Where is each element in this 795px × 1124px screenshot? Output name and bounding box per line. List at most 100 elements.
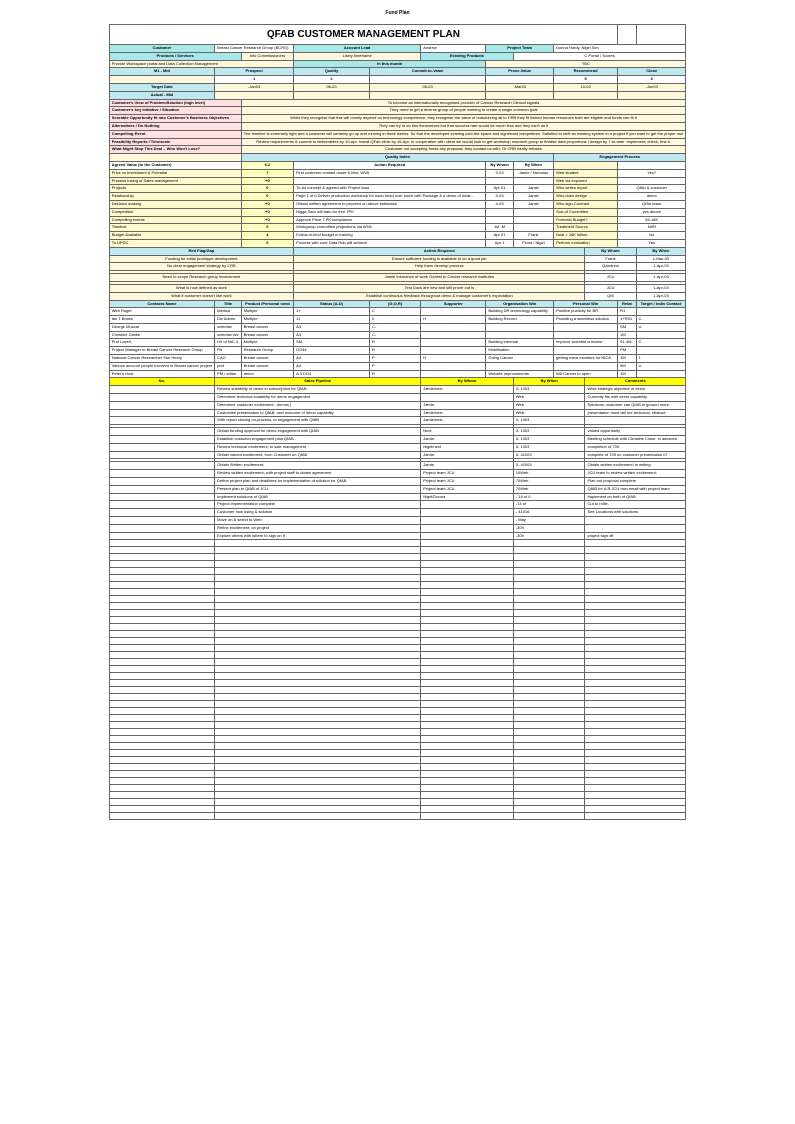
bywhen-hdr: By When <box>636 247 686 255</box>
sp-row-no <box>109 409 214 417</box>
contact-supp <box>421 331 486 339</box>
contact-gor: C <box>369 308 420 316</box>
qi-when: Jamie / Nicholas <box>513 169 553 177</box>
sp-row-no <box>109 517 214 525</box>
empty-row <box>109 764 686 771</box>
qi-item: To UPDC <box>109 239 241 247</box>
qi-action: Follow-in-kind budget in training <box>294 232 486 240</box>
contact-tgt: U <box>636 362 686 370</box>
contacts-col: Target / Indiv Contact <box>636 300 686 308</box>
sp-row-comm: presentation must will me technical, sli… <box>585 409 686 417</box>
sp-row-who: Jamie/next. <box>421 409 514 417</box>
tgt-5: -Jun03 <box>618 83 686 91</box>
qi-when: By When <box>513 161 553 169</box>
qi-action: Process with core Data Hub will achieve <box>294 239 486 247</box>
sp-row-desc: Review suitability of demo in subscripti… <box>215 386 421 394</box>
qi-item: Competition <box>109 208 241 216</box>
empty-row <box>109 547 686 554</box>
sp-row-who: Jamie/next. <box>421 417 514 425</box>
contact-rel: R1 <box>618 308 636 316</box>
strategy-value: Customer not accepting funds any proposa… <box>241 146 686 154</box>
contact-pers: Providing a seamless solution <box>554 316 618 324</box>
tbc: TBC <box>486 60 686 68</box>
contact-need: Breast cancer <box>241 323 293 331</box>
sp-row-when: 3- 1003 <box>513 417 585 425</box>
empty-row <box>109 596 686 603</box>
qi-eng2: No <box>618 232 686 240</box>
qi-when <box>513 216 553 224</box>
sp-row-no <box>109 386 214 394</box>
qi-score: +0 <box>241 216 293 224</box>
qi-eng2: QfAb team <box>618 200 686 208</box>
sp-row-no <box>109 524 214 532</box>
qi-eng1: Who does design <box>554 193 618 201</box>
qi-action: Page 1 of 6 Deliver production workshop … <box>294 193 486 201</box>
contacts-col: Organisation Win <box>486 300 554 308</box>
contact-supp <box>421 339 486 347</box>
qi-action: To-do concept & agreed with Project lead <box>294 185 486 193</box>
rf-when: 1-Apr-03 <box>636 284 686 292</box>
contact-gor: C- <box>369 323 420 331</box>
sp-row-who: Project team JCU <box>421 470 514 478</box>
contact-title: Dir of NtC.4 <box>215 339 242 347</box>
contact-title: Medica <box>215 308 242 316</box>
sp-row-comm: valued opportunity <box>585 428 686 436</box>
sp-row-comm: Cut to rollie. <box>585 501 686 509</box>
qi-by <box>486 216 513 224</box>
empty-row <box>109 813 686 820</box>
actual-mid: Actual - Mid <box>109 91 214 99</box>
empty-row <box>109 561 686 568</box>
contact-need: Multiple <box>241 308 293 316</box>
sp-row-desc: Review technical excitement; to sale man… <box>215 443 421 451</box>
contact-tgt <box>636 370 686 378</box>
stage-1: 1 <box>215 76 294 84</box>
stage-3 <box>369 76 485 84</box>
sp-row-desc: Determine customer excitement., demos,) <box>215 401 421 409</box>
empty-row <box>109 708 686 715</box>
contact-need: Breast cancer <box>241 331 293 339</box>
page-header: Fund Plan <box>0 10 795 16</box>
sp-row-who <box>421 509 514 517</box>
strategy-label: Customer's View of Problem/Solution (hig… <box>109 99 241 107</box>
contact-name: Various account people involved in Breas… <box>109 362 214 370</box>
qi-by <box>486 208 513 216</box>
stage-6: 6 <box>618 76 686 84</box>
contact-gor: P <box>369 355 420 363</box>
qi-item: Agreed Value (to the Customer) <box>109 161 241 169</box>
sp-row-desc: Move on & select to Web. <box>215 517 421 525</box>
sp-row-who <box>421 524 514 532</box>
sp-row-when: - 14 of 0 <box>513 493 585 501</box>
sp-row-when: 70Web <box>513 485 585 493</box>
products-label: Products / Services <box>109 52 241 60</box>
existing-val: C Portal / Scores <box>513 52 686 60</box>
in-this-month: In this month <box>294 60 486 68</box>
contact-status: 1+ <box>294 308 370 316</box>
sp-row-no <box>109 470 214 478</box>
sp-row-when: -30h <box>513 524 585 532</box>
contact-status: A4 <box>294 362 370 370</box>
sp-row-no <box>109 532 214 540</box>
contacts-col: Personal Win <box>554 300 618 308</box>
strategy-label: Compelling Event <box>109 130 241 138</box>
empty-row <box>109 680 686 687</box>
qi-eng1 <box>554 161 618 169</box>
target-date-label: Target Date <box>109 83 214 91</box>
contact-name: Web Roger <box>109 308 214 316</box>
contact-status: SM, <box>294 339 370 347</box>
sp-row-who <box>421 532 514 540</box>
empty-row <box>109 778 686 785</box>
tgt-0: -Jan03 <box>215 83 294 91</box>
rf-who: QM <box>585 292 636 300</box>
sp-row-who: Jamie- <box>421 462 514 470</box>
sp-row-comm: Obtain written excitement; in writing <box>585 462 686 470</box>
rf-flag: What if customer doesn't like work <box>109 292 293 300</box>
sp-row-no <box>109 394 214 402</box>
contact-title: PA <box>215 347 242 355</box>
contact-title: prof <box>215 362 242 370</box>
products-val: Likely timeframe <box>294 52 421 60</box>
contact-tgt <box>636 331 686 339</box>
strategy-value: They need to get a diverse group of peop… <box>241 107 686 115</box>
qi-item: Projects <box>109 185 241 193</box>
project-team-value: Donna Hardy, Nigel Sim <box>554 45 686 53</box>
empty-row <box>109 540 686 547</box>
